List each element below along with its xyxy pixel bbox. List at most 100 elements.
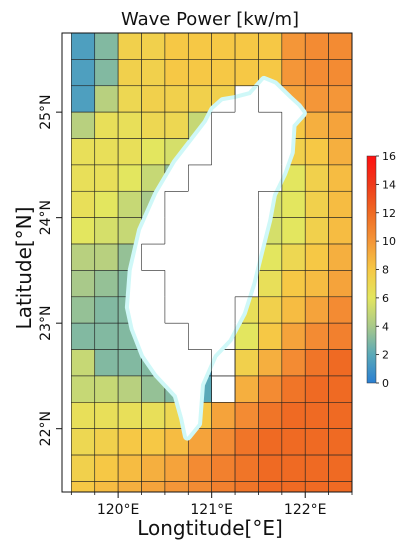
heatmap-cell bbox=[258, 375, 283, 403]
heatmap-cell bbox=[117, 164, 142, 192]
heatmap-cell bbox=[304, 454, 329, 482]
colorbar-tick-label: 0 bbox=[382, 377, 389, 390]
heatmap-cell bbox=[117, 428, 142, 456]
heatmap-cell bbox=[304, 190, 329, 218]
heatmap-cell bbox=[258, 296, 283, 324]
heatmap-cell bbox=[281, 428, 306, 456]
heatmap-cell bbox=[328, 270, 352, 298]
heatmap-cell bbox=[71, 190, 96, 218]
land-cell-edges bbox=[211, 375, 236, 403]
heatmap-cell bbox=[94, 190, 119, 218]
heatmap-cell bbox=[304, 402, 329, 429]
heatmap-cell bbox=[117, 138, 142, 166]
land-cell-edges bbox=[164, 296, 189, 324]
colorbar: 0 2 4 6 8 10 12 14 16 bbox=[366, 150, 396, 390]
heatmap-cell bbox=[258, 402, 283, 429]
heatmap-cell bbox=[281, 270, 306, 298]
heatmap-cell bbox=[94, 481, 119, 492]
heatmap-cell bbox=[94, 296, 119, 324]
heatmap-cell bbox=[328, 243, 352, 271]
heatmap-cell bbox=[281, 322, 306, 350]
heatmap-cell bbox=[304, 111, 329, 139]
heatmap-cell bbox=[71, 270, 96, 298]
heatmap-cell bbox=[117, 481, 142, 492]
heatmap-cell bbox=[164, 111, 189, 139]
colorbar-tick-label: 14 bbox=[382, 178, 396, 191]
heatmap-cell bbox=[117, 190, 142, 218]
heatmap-cell bbox=[234, 59, 259, 87]
heatmap-cell bbox=[94, 111, 119, 139]
heatmap-cell bbox=[328, 217, 352, 245]
heatmap-cell bbox=[304, 164, 329, 192]
heatmap-cell bbox=[328, 322, 352, 350]
x-tick-label: 122°E bbox=[284, 502, 327, 518]
heatmap-cell bbox=[211, 454, 236, 482]
heatmap-cell bbox=[117, 59, 142, 87]
heatmap-cell bbox=[328, 481, 352, 492]
land-cell-edges bbox=[235, 270, 259, 298]
heatmap-cell bbox=[281, 296, 306, 324]
heatmap-cell bbox=[117, 111, 142, 139]
heatmap-cell bbox=[304, 243, 329, 271]
heatmap-cell bbox=[281, 217, 306, 245]
heatmap-cell bbox=[258, 428, 283, 456]
heatmap-cell bbox=[71, 164, 96, 192]
heatmap-cell bbox=[328, 296, 352, 324]
chart-title: Wave Power [kw/m] bbox=[121, 9, 299, 30]
heatmap-cell bbox=[94, 349, 119, 377]
heatmap-cell bbox=[71, 322, 96, 350]
heatmap-cell bbox=[234, 454, 259, 482]
heatmap-cell bbox=[187, 85, 212, 113]
y-tick-label: 23°N bbox=[38, 306, 54, 341]
heatmap-cell bbox=[94, 59, 119, 87]
map-axes: 120°E 121°E 122°E 22°N 23°N 24°N 25°N bbox=[38, 94, 353, 518]
heatmap-cell bbox=[117, 454, 142, 482]
heatmap-cell bbox=[71, 481, 96, 492]
heatmap-cell bbox=[164, 454, 189, 482]
heatmap-cell bbox=[281, 402, 306, 429]
heatmap-cell bbox=[281, 243, 306, 271]
heatmap-cell bbox=[117, 33, 142, 60]
colorbar-tick-label: 10 bbox=[382, 235, 396, 248]
heatmap-cell bbox=[141, 481, 166, 492]
heatmap-cell bbox=[71, 296, 96, 324]
heatmap-cell bbox=[94, 217, 119, 245]
y-tick-label: 24°N bbox=[38, 200, 54, 235]
heatmap-cell bbox=[304, 428, 329, 456]
land-cell-edges bbox=[258, 111, 283, 139]
x-tick-label: 120°E bbox=[97, 502, 140, 518]
heatmap-cell bbox=[94, 270, 119, 298]
heatmap-cell bbox=[328, 375, 352, 403]
heatmap-cell bbox=[141, 402, 166, 429]
heatmap-cell bbox=[117, 85, 142, 113]
heatmap-cell bbox=[328, 190, 352, 218]
land-cell-edges bbox=[187, 323, 212, 350]
heatmap-cell bbox=[71, 111, 96, 139]
land-cell-edges bbox=[234, 85, 259, 113]
heatmap-cell bbox=[141, 454, 166, 482]
heatmap-cell bbox=[117, 375, 142, 403]
heatmap-cell bbox=[258, 33, 283, 60]
land-cell-edges bbox=[164, 190, 189, 218]
heatmap-cell bbox=[304, 375, 329, 403]
heatmap-cell bbox=[187, 454, 212, 482]
heatmap-cell bbox=[71, 243, 96, 271]
heatmap-cell bbox=[304, 270, 329, 298]
heatmap-cell bbox=[94, 322, 119, 350]
map-frame bbox=[61, 32, 353, 493]
heatmap-cell bbox=[94, 138, 119, 166]
heatmap-cell bbox=[234, 481, 259, 492]
heatmap-cell bbox=[281, 349, 306, 377]
heatmap-cell bbox=[328, 33, 352, 60]
heatmap-cell bbox=[141, 428, 166, 456]
heatmap-cell bbox=[328, 428, 352, 456]
heatmap-cell bbox=[164, 85, 189, 113]
heatmap-cell bbox=[94, 375, 119, 403]
land-cell-edges bbox=[258, 164, 283, 192]
heatmap-cell bbox=[328, 111, 352, 139]
heatmap-cell bbox=[328, 454, 352, 482]
colorbar-tick-label: 12 bbox=[382, 207, 396, 220]
heatmap-cell bbox=[187, 481, 212, 492]
heatmap-cell bbox=[258, 349, 283, 377]
heatmap-cell bbox=[71, 85, 96, 113]
